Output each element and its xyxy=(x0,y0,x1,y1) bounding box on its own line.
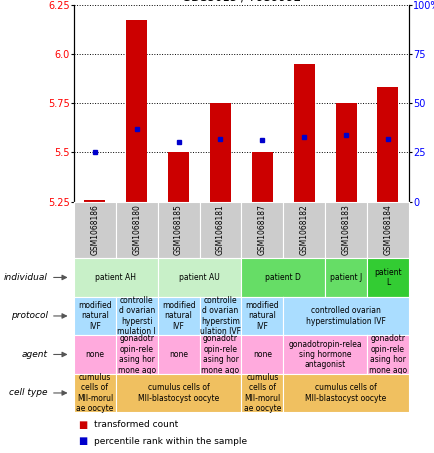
Text: gonadotr
opin-rele
asing hor
mone ago: gonadotr opin-rele asing hor mone ago xyxy=(368,334,406,375)
Text: modified
natural
IVF: modified natural IVF xyxy=(161,301,195,331)
Text: none: none xyxy=(252,350,271,359)
Text: GSM1068186: GSM1068186 xyxy=(90,204,99,255)
Text: individual: individual xyxy=(4,273,48,282)
Text: none: none xyxy=(85,350,104,359)
Text: patient
L: patient L xyxy=(373,268,401,287)
Title: GDS5015 / 7939992: GDS5015 / 7939992 xyxy=(181,0,300,3)
Bar xyxy=(126,20,147,202)
Text: GSM1068184: GSM1068184 xyxy=(383,204,391,255)
Text: modified
natural
IVF: modified natural IVF xyxy=(245,301,279,331)
Text: transformed count: transformed count xyxy=(93,420,178,429)
Text: patient AU: patient AU xyxy=(179,273,220,282)
Bar xyxy=(293,64,314,202)
Text: controlled ovarian
hyperstimulation IVF: controlled ovarian hyperstimulation IVF xyxy=(306,306,385,326)
Text: ■: ■ xyxy=(78,436,87,446)
Text: gonadotropin-relea
sing hormone
antagonist: gonadotropin-relea sing hormone antagoni… xyxy=(288,340,361,369)
Text: GSM1068183: GSM1068183 xyxy=(341,204,350,255)
Text: patient D: patient D xyxy=(265,273,300,282)
Text: agent: agent xyxy=(22,350,48,359)
Text: GSM1068182: GSM1068182 xyxy=(299,204,308,255)
Text: GSM1068181: GSM1068181 xyxy=(216,204,224,255)
Text: gonadotr
opin-rele
asing hor
mone ago: gonadotr opin-rele asing hor mone ago xyxy=(118,334,155,375)
Text: cumulus cells of
MII-blastocyst oocyte: cumulus cells of MII-blastocyst oocyte xyxy=(138,383,219,403)
Text: GSM1068180: GSM1068180 xyxy=(132,204,141,255)
Text: GSM1068187: GSM1068187 xyxy=(257,204,266,255)
Text: controlle
d ovarian
hypersti
mulation I: controlle d ovarian hypersti mulation I xyxy=(117,296,156,336)
Text: percentile rank within the sample: percentile rank within the sample xyxy=(93,437,246,446)
Text: cumulus
cells of
MII-morul
ae oocyte: cumulus cells of MII-morul ae oocyte xyxy=(76,373,113,413)
Bar xyxy=(251,152,272,202)
Text: ■: ■ xyxy=(78,420,87,430)
Text: cumulus
cells of
MII-morul
ae oocyte: cumulus cells of MII-morul ae oocyte xyxy=(243,373,280,413)
Text: cell type: cell type xyxy=(9,389,48,397)
Bar xyxy=(84,200,105,202)
Text: protocol: protocol xyxy=(11,312,48,320)
Bar xyxy=(377,87,398,202)
Text: cumulus cells of
MII-blastocyst oocyte: cumulus cells of MII-blastocyst oocyte xyxy=(305,383,386,403)
Text: patient J: patient J xyxy=(329,273,362,282)
Bar xyxy=(210,103,230,202)
Text: modified
natural
IVF: modified natural IVF xyxy=(78,301,112,331)
Text: gonadotr
opin-rele
asing hor
mone ago: gonadotr opin-rele asing hor mone ago xyxy=(201,334,239,375)
Text: GSM1068185: GSM1068185 xyxy=(174,204,183,255)
Bar xyxy=(335,103,356,202)
Text: controlle
d ovarian
hyperstim
ulation IVF: controlle d ovarian hyperstim ulation IV… xyxy=(200,296,240,336)
Text: patient AH: patient AH xyxy=(95,273,136,282)
Text: none: none xyxy=(169,350,187,359)
Bar xyxy=(168,152,189,202)
